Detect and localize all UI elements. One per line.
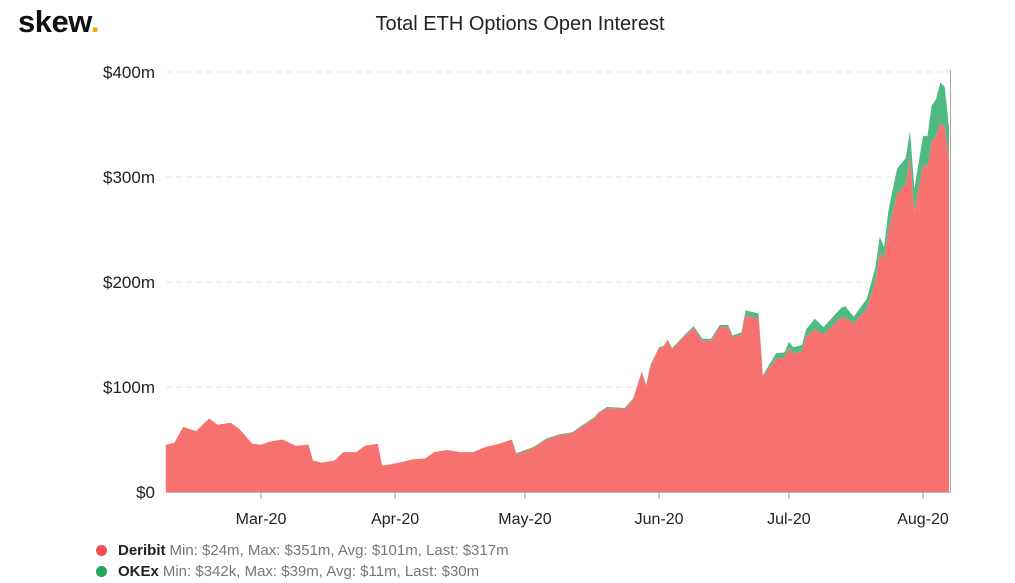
skew-logo: skew. — [18, 4, 99, 39]
series-area-deribit — [165, 123, 950, 493]
y-tick-label: $200m — [103, 273, 155, 292]
x-tick-label: May-20 — [498, 511, 551, 528]
y-tick-label: $100m — [103, 378, 155, 397]
deribit-legend-dot-icon — [96, 545, 107, 556]
x-tick-label: Mar-20 — [236, 511, 287, 528]
legend-item-deribit[interactable]: Deribit Min: $24m, Max: $351m, Avg: $101m… — [96, 542, 509, 559]
x-tick-label: Aug-20 — [897, 511, 949, 528]
x-tick-label: Apr-20 — [371, 511, 419, 528]
y-tick-label: $300m — [103, 168, 155, 187]
x-tick-label: Jun-20 — [635, 511, 684, 528]
okex-legend-dot-icon — [96, 566, 107, 577]
chart-title: Total ETH Options Open Interest — [375, 13, 665, 35]
x-tick-label: Jul-20 — [767, 511, 811, 528]
y-tick-label: $0 — [136, 483, 155, 502]
y-tick-label: $400m — [103, 63, 155, 82]
legend-item-okex[interactable]: OKEx Min: $342k, Max: $39m, Avg: $11m, La… — [96, 563, 479, 580]
